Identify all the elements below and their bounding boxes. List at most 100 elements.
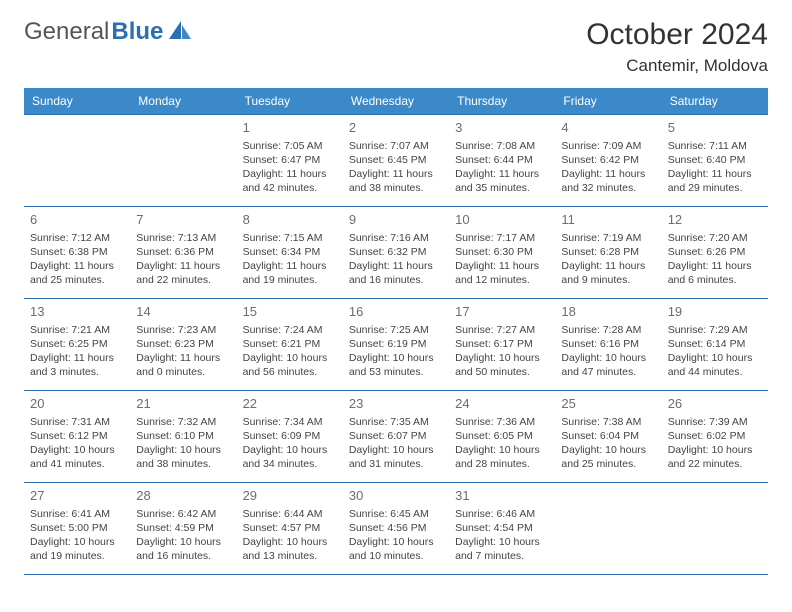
calendar-cell: 8Sunrise: 7:15 AMSunset: 6:34 PMDaylight… (237, 207, 343, 299)
day-info-line: and 19 minutes. (243, 273, 337, 287)
calendar-cell: 7Sunrise: 7:13 AMSunset: 6:36 PMDaylight… (130, 207, 236, 299)
day-number: 22 (243, 395, 337, 413)
day-number: 11 (561, 211, 655, 229)
day-number: 28 (136, 487, 230, 505)
day-info-line: Sunrise: 6:45 AM (349, 507, 443, 521)
day-info-line: Sunrise: 7:23 AM (136, 323, 230, 337)
day-number: 24 (455, 395, 549, 413)
day-info-line: Daylight: 10 hours (455, 535, 549, 549)
day-info-line: Sunrise: 7:28 AM (561, 323, 655, 337)
month-title: October 2024 (586, 18, 768, 52)
day-info-line: Sunrise: 6:42 AM (136, 507, 230, 521)
day-info-line: Daylight: 11 hours (455, 167, 549, 181)
day-info-line: and 16 minutes. (349, 273, 443, 287)
day-number: 26 (668, 395, 762, 413)
day-info-line: Sunrise: 7:08 AM (455, 139, 549, 153)
day-info-line: and 32 minutes. (561, 181, 655, 195)
day-info-line: Sunset: 6:16 PM (561, 337, 655, 351)
calendar-cell: 22Sunrise: 7:34 AMSunset: 6:09 PMDayligh… (237, 391, 343, 483)
day-info-line: and 7 minutes. (455, 549, 549, 563)
day-info-line: Sunrise: 7:07 AM (349, 139, 443, 153)
day-info-line: Daylight: 11 hours (668, 167, 762, 181)
calendar-cell: 13Sunrise: 7:21 AMSunset: 6:25 PMDayligh… (24, 299, 130, 391)
day-info-line: Sunset: 6:12 PM (30, 429, 124, 443)
calendar-cell: 6Sunrise: 7:12 AMSunset: 6:38 PMDaylight… (24, 207, 130, 299)
day-number: 5 (668, 119, 762, 137)
calendar-cell: 23Sunrise: 7:35 AMSunset: 6:07 PMDayligh… (343, 391, 449, 483)
day-info-line: and 10 minutes. (349, 549, 443, 563)
calendar-cell: 25Sunrise: 7:38 AMSunset: 6:04 PMDayligh… (555, 391, 661, 483)
day-info-line: Sunset: 6:34 PM (243, 245, 337, 259)
day-header: Saturday (662, 88, 768, 115)
day-info-line: Sunrise: 7:34 AM (243, 415, 337, 429)
day-info-line: Daylight: 11 hours (561, 167, 655, 181)
day-info-line: Daylight: 10 hours (243, 443, 337, 457)
calendar-cell: 5Sunrise: 7:11 AMSunset: 6:40 PMDaylight… (662, 115, 768, 207)
day-number: 1 (243, 119, 337, 137)
day-number: 2 (349, 119, 443, 137)
day-number: 30 (349, 487, 443, 505)
header: GeneralBlue October 2024 Cantemir, Moldo… (24, 18, 768, 76)
day-info-line: Sunset: 6:25 PM (30, 337, 124, 351)
day-info-line: and 44 minutes. (668, 365, 762, 379)
day-info-line: and 42 minutes. (243, 181, 337, 195)
day-info-line: Sunset: 6:40 PM (668, 153, 762, 167)
day-info-line: Sunrise: 6:41 AM (30, 507, 124, 521)
day-info-line: Sunrise: 6:44 AM (243, 507, 337, 521)
day-number: 13 (30, 303, 124, 321)
calendar-cell: 10Sunrise: 7:17 AMSunset: 6:30 PMDayligh… (449, 207, 555, 299)
title-block: October 2024 Cantemir, Moldova (586, 18, 768, 76)
day-info-line: Sunset: 6:26 PM (668, 245, 762, 259)
day-info-line: Daylight: 10 hours (243, 535, 337, 549)
day-info-line: Sunrise: 7:27 AM (455, 323, 549, 337)
calendar-cell: 16Sunrise: 7:25 AMSunset: 6:19 PMDayligh… (343, 299, 449, 391)
day-info-line: Sunrise: 7:05 AM (243, 139, 337, 153)
day-info-line: Sunset: 6:14 PM (668, 337, 762, 351)
day-info-line: Sunrise: 7:35 AM (349, 415, 443, 429)
day-info-line: Sunset: 6:21 PM (243, 337, 337, 351)
day-number: 12 (668, 211, 762, 229)
calendar-row: 1Sunrise: 7:05 AMSunset: 6:47 PMDaylight… (24, 115, 768, 207)
day-info-line: Sunset: 6:23 PM (136, 337, 230, 351)
day-number: 25 (561, 395, 655, 413)
calendar-cell: 28Sunrise: 6:42 AMSunset: 4:59 PMDayligh… (130, 483, 236, 575)
calendar-cell: 24Sunrise: 7:36 AMSunset: 6:05 PMDayligh… (449, 391, 555, 483)
day-info-line: Sunset: 6:10 PM (136, 429, 230, 443)
logo-text-blue: Blue (111, 18, 163, 46)
day-info-line: Sunset: 4:57 PM (243, 521, 337, 535)
day-info-line: Daylight: 11 hours (349, 167, 443, 181)
calendar-cell: 9Sunrise: 7:16 AMSunset: 6:32 PMDaylight… (343, 207, 449, 299)
calendar-cell: 2Sunrise: 7:07 AMSunset: 6:45 PMDaylight… (343, 115, 449, 207)
day-info-line: and 38 minutes. (136, 457, 230, 471)
calendar-cell: 14Sunrise: 7:23 AMSunset: 6:23 PMDayligh… (130, 299, 236, 391)
day-info-line: Sunset: 6:42 PM (561, 153, 655, 167)
day-info-line: Sunrise: 7:09 AM (561, 139, 655, 153)
day-info-line: Sunrise: 7:32 AM (136, 415, 230, 429)
day-number: 10 (455, 211, 549, 229)
calendar-cell: 26Sunrise: 7:39 AMSunset: 6:02 PMDayligh… (662, 391, 768, 483)
logo: GeneralBlue (24, 18, 193, 46)
day-info-line: and 53 minutes. (349, 365, 443, 379)
day-info-line: Sunrise: 7:38 AM (561, 415, 655, 429)
day-info-line: and 50 minutes. (455, 365, 549, 379)
day-info-line: Daylight: 11 hours (561, 259, 655, 273)
calendar-cell: 19 Sunrise: 7:29 AMSunset: 6:14 PMDayligh… (662, 299, 768, 391)
day-info-line: Daylight: 10 hours (668, 351, 762, 365)
day-number: 17 (455, 303, 549, 321)
day-info-line: Sunset: 5:00 PM (30, 521, 124, 535)
day-info-line: and 22 minutes. (668, 457, 762, 471)
day-info-line: Sunrise: 7:21 AM (30, 323, 124, 337)
day-info-line: Sunrise: 7:29 AM (668, 323, 762, 337)
day-header: Monday (130, 88, 236, 115)
day-number: 19 (668, 303, 762, 321)
day-info-line: Sunset: 6:19 PM (349, 337, 443, 351)
day-info-line: Daylight: 11 hours (243, 167, 337, 181)
day-header: Friday (555, 88, 661, 115)
day-info-line: and 28 minutes. (455, 457, 549, 471)
day-info-line: Sunrise: 7:36 AM (455, 415, 549, 429)
day-info-line: and 3 minutes. (30, 365, 124, 379)
day-info-line: Sunrise: 6:46 AM (455, 507, 549, 521)
day-info-line: Sunrise: 7:31 AM (30, 415, 124, 429)
day-info-line: Sunrise: 7:25 AM (349, 323, 443, 337)
day-info-line: and 16 minutes. (136, 549, 230, 563)
